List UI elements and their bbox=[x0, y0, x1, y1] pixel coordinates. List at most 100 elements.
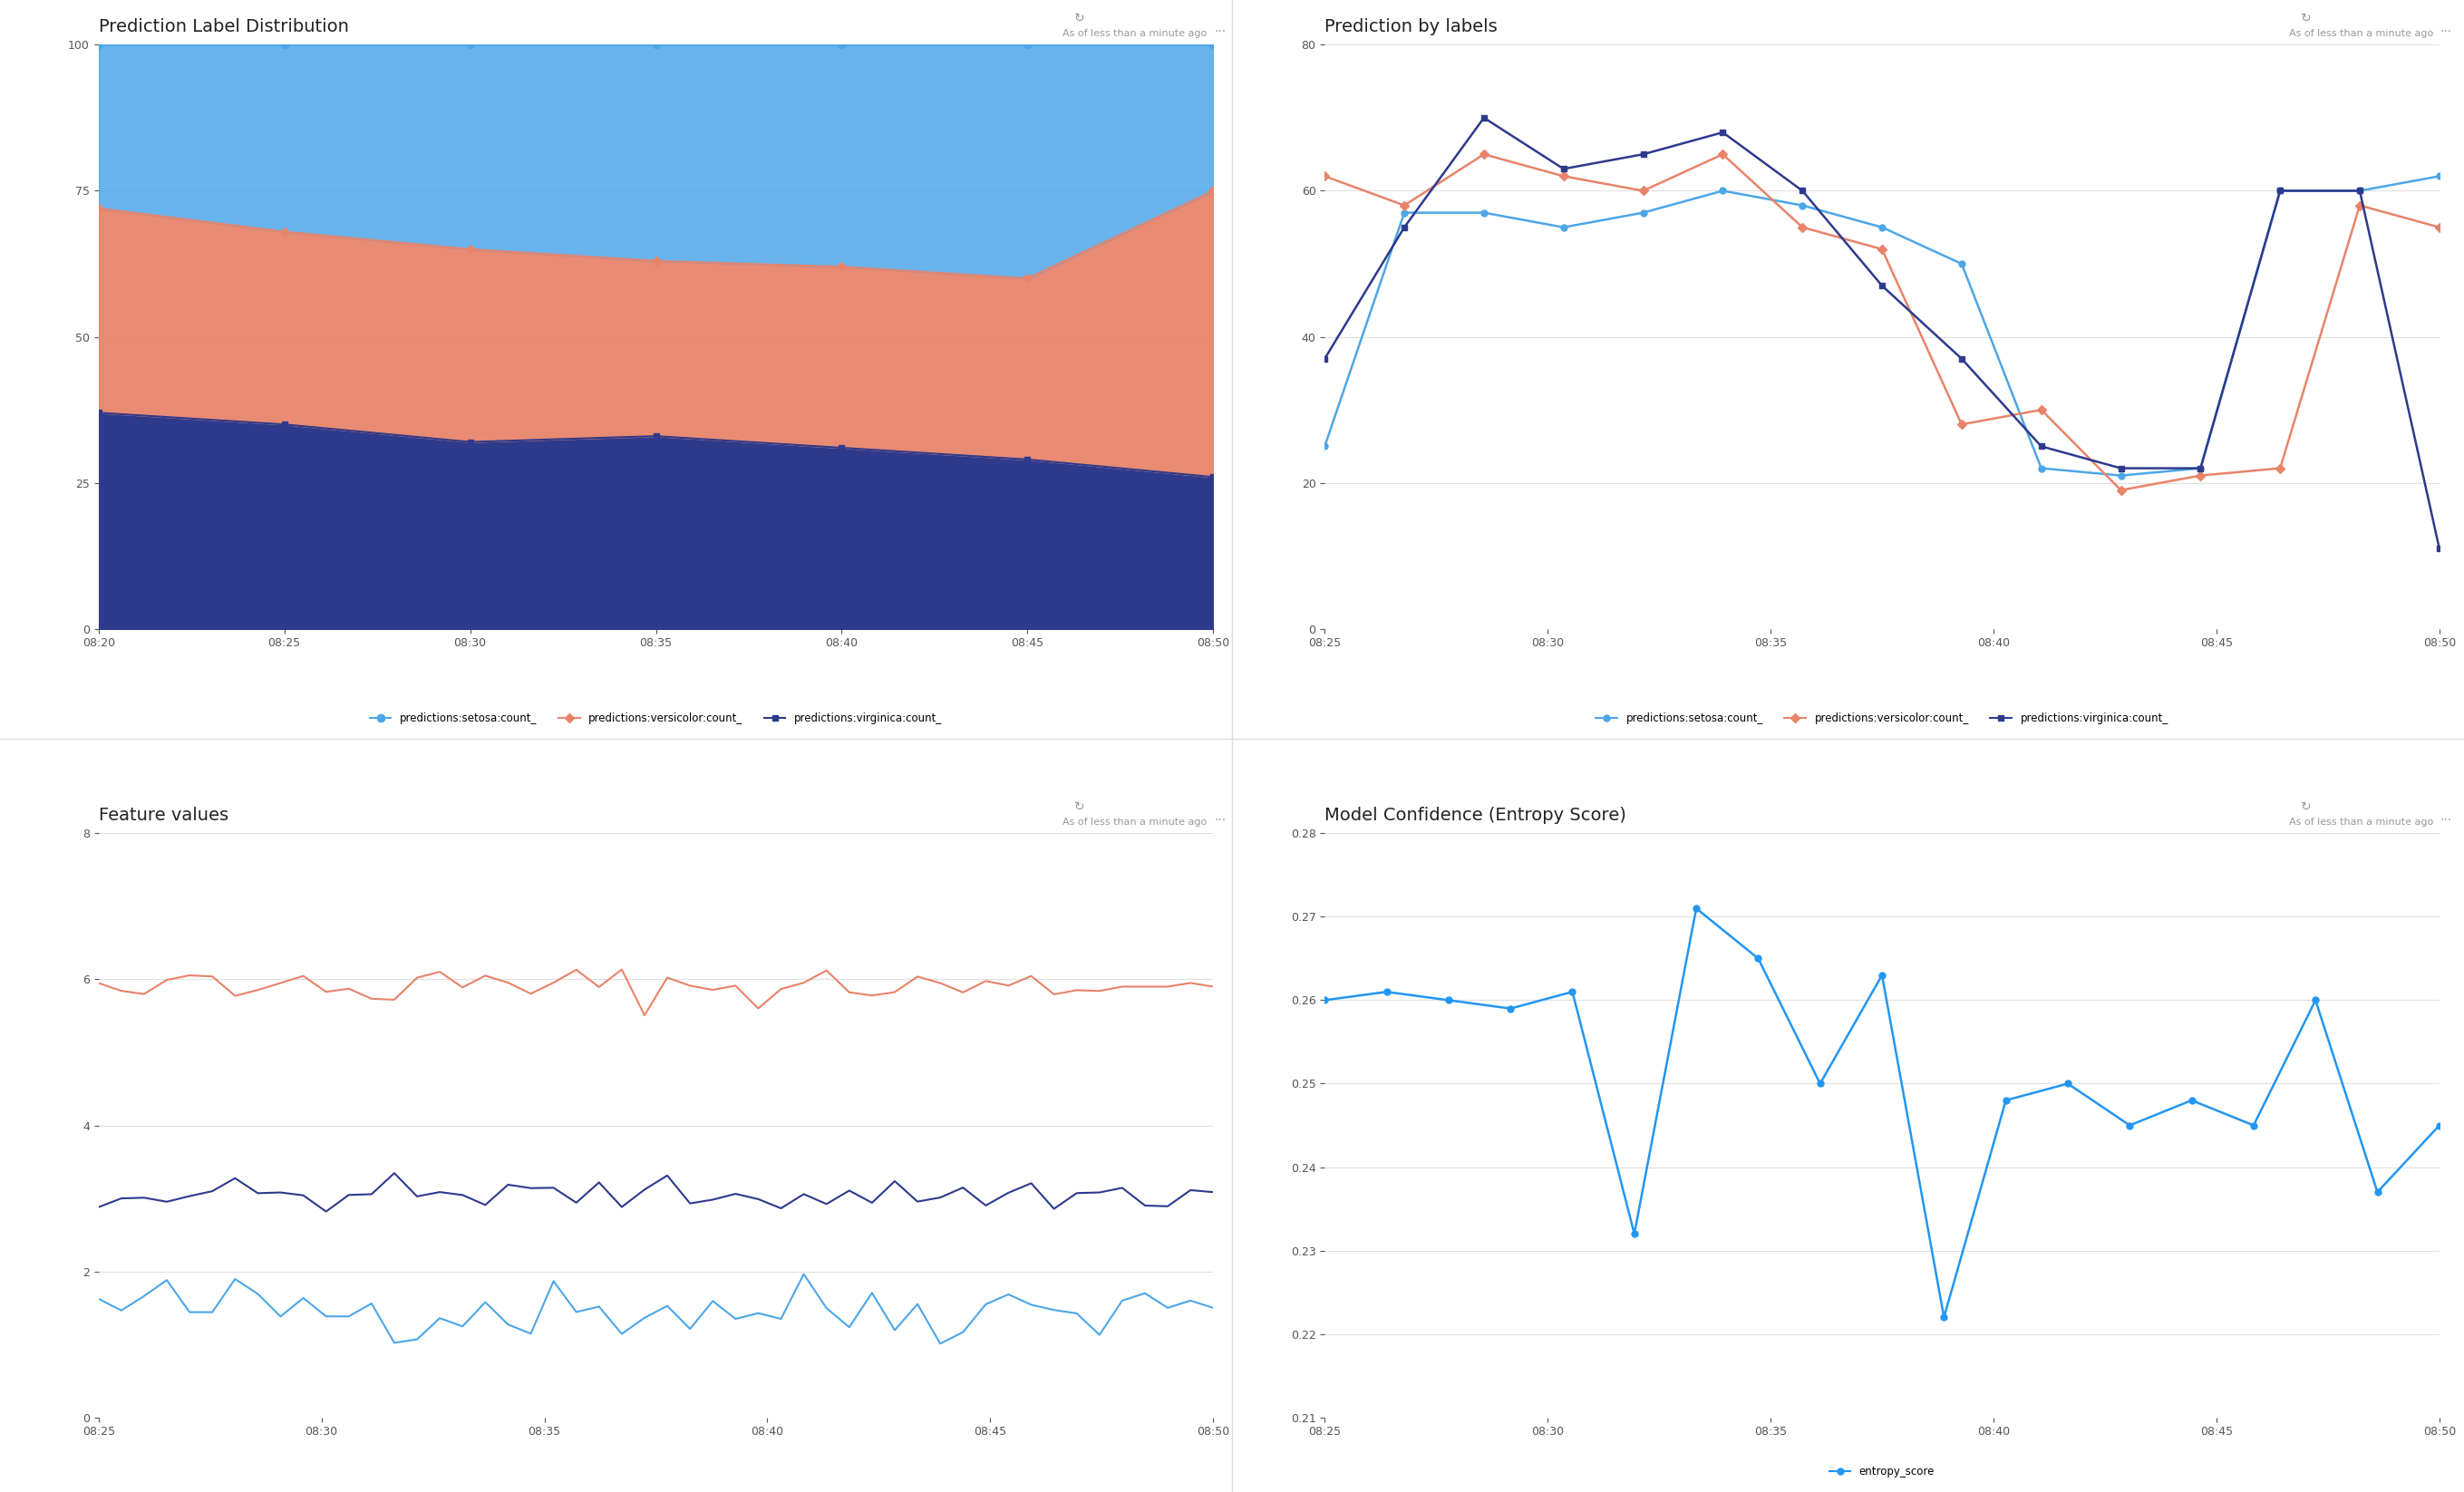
petal_width bbox=[744, 1304, 774, 1322]
petal_width bbox=[835, 1319, 865, 1337]
sepal_width bbox=[288, 1186, 318, 1204]
petal_width bbox=[1106, 1292, 1136, 1310]
Text: ···: ··· bbox=[1215, 815, 1225, 827]
sepal_length bbox=[448, 979, 478, 997]
sepal_width bbox=[402, 1188, 431, 1206]
sepal_width bbox=[562, 1194, 591, 1212]
sepal_length bbox=[971, 973, 1000, 991]
Text: ···: ··· bbox=[1215, 25, 1225, 39]
petal_width bbox=[766, 1310, 796, 1328]
sepal_length bbox=[722, 977, 752, 995]
sepal_width bbox=[584, 1174, 614, 1192]
Legend: predictions:setosa:count_, predictions:versicolor:count_, predictions:virginica:: predictions:setosa:count_, predictions:v… bbox=[1592, 709, 2173, 728]
petal_width bbox=[402, 1331, 431, 1349]
sepal_length bbox=[244, 982, 274, 1000]
sepal_width bbox=[949, 1179, 978, 1197]
sepal_width bbox=[675, 1195, 705, 1213]
petal_width bbox=[448, 1317, 478, 1335]
sepal_length bbox=[788, 974, 818, 992]
sepal_width bbox=[971, 1197, 1000, 1214]
Legend: predictions:setosa:count_, predictions:versicolor:count_, predictions:virginica:: predictions:setosa:count_, predictions:v… bbox=[365, 709, 946, 728]
petal_width bbox=[128, 1288, 158, 1306]
sepal_width bbox=[744, 1191, 774, 1209]
sepal_length bbox=[675, 977, 705, 995]
sepal_width bbox=[766, 1200, 796, 1217]
petal_width bbox=[335, 1307, 365, 1325]
sepal_width bbox=[424, 1183, 453, 1201]
petal_width bbox=[379, 1334, 409, 1352]
sepal_length bbox=[266, 974, 296, 992]
petal_width bbox=[631, 1308, 660, 1326]
sepal_length bbox=[106, 982, 136, 1000]
sepal_length bbox=[744, 1000, 774, 1018]
sepal_width bbox=[926, 1189, 956, 1207]
sepal_length bbox=[310, 983, 340, 1001]
petal_width bbox=[288, 1289, 318, 1307]
sepal_width bbox=[448, 1186, 478, 1204]
sepal_length bbox=[766, 980, 796, 998]
petal_width bbox=[857, 1285, 887, 1303]
sepal_width bbox=[1018, 1174, 1047, 1192]
sepal_length bbox=[84, 974, 113, 992]
sepal_width bbox=[902, 1192, 931, 1210]
Text: ···: ··· bbox=[2439, 25, 2452, 39]
sepal_width bbox=[1084, 1183, 1114, 1201]
sepal_length bbox=[606, 961, 636, 979]
petal_width bbox=[993, 1286, 1023, 1304]
sepal_length bbox=[1175, 974, 1205, 992]
sepal_width bbox=[128, 1189, 158, 1207]
sepal_length bbox=[153, 971, 182, 989]
Line: sepal_length: sepal_length bbox=[99, 970, 1212, 1016]
sepal_length bbox=[357, 989, 387, 1007]
petal_width bbox=[106, 1301, 136, 1319]
sepal_length bbox=[1018, 967, 1047, 985]
sepal_width bbox=[515, 1179, 545, 1197]
sepal_length bbox=[926, 974, 956, 992]
sepal_length bbox=[515, 985, 545, 1003]
sepal_length bbox=[1084, 982, 1114, 1000]
petal_width bbox=[1175, 1292, 1205, 1310]
petal_width bbox=[722, 1310, 752, 1328]
sepal_length bbox=[540, 974, 569, 992]
sepal_length bbox=[835, 983, 865, 1001]
petal_width bbox=[1062, 1304, 1092, 1322]
petal_width bbox=[1153, 1300, 1183, 1317]
petal_width bbox=[788, 1265, 818, 1283]
sepal_length bbox=[697, 980, 727, 998]
Text: Prediction Label Distribution: Prediction Label Distribution bbox=[99, 18, 347, 36]
petal_width bbox=[1131, 1285, 1161, 1303]
sepal_length bbox=[949, 983, 978, 1001]
petal_width bbox=[949, 1323, 978, 1341]
sepal_length bbox=[402, 968, 431, 986]
Text: As of less than a minute ago: As of less than a minute ago bbox=[1062, 818, 1207, 827]
sepal_length bbox=[811, 961, 840, 979]
sepal_length bbox=[471, 967, 500, 985]
sepal_width bbox=[266, 1183, 296, 1201]
Text: As of less than a minute ago: As of less than a minute ago bbox=[1062, 30, 1207, 39]
sepal_width bbox=[1062, 1185, 1092, 1203]
sepal_width bbox=[84, 1198, 113, 1216]
sepal_length bbox=[1198, 977, 1227, 995]
sepal_width bbox=[219, 1170, 249, 1188]
petal_width bbox=[926, 1335, 956, 1353]
Text: ↻: ↻ bbox=[2301, 12, 2311, 24]
petal_width bbox=[197, 1303, 227, 1320]
petal_width bbox=[562, 1303, 591, 1320]
sepal_width bbox=[1131, 1197, 1161, 1214]
sepal_width bbox=[493, 1176, 522, 1194]
petal_width bbox=[515, 1325, 545, 1343]
Text: ↻: ↻ bbox=[1074, 800, 1084, 813]
sepal_length bbox=[1062, 982, 1092, 1000]
sepal_length bbox=[1040, 985, 1069, 1003]
sepal_length bbox=[584, 979, 614, 997]
sepal_width bbox=[335, 1186, 365, 1204]
Line: sepal_width: sepal_width bbox=[99, 1173, 1212, 1212]
sepal_width bbox=[697, 1191, 727, 1209]
petal_width bbox=[84, 1291, 113, 1308]
petal_width bbox=[175, 1303, 205, 1320]
sepal_width bbox=[540, 1179, 569, 1197]
sepal_width bbox=[631, 1180, 660, 1198]
sepal_length bbox=[1153, 977, 1183, 995]
sepal_width bbox=[835, 1182, 865, 1200]
Text: ↻: ↻ bbox=[2301, 800, 2311, 813]
